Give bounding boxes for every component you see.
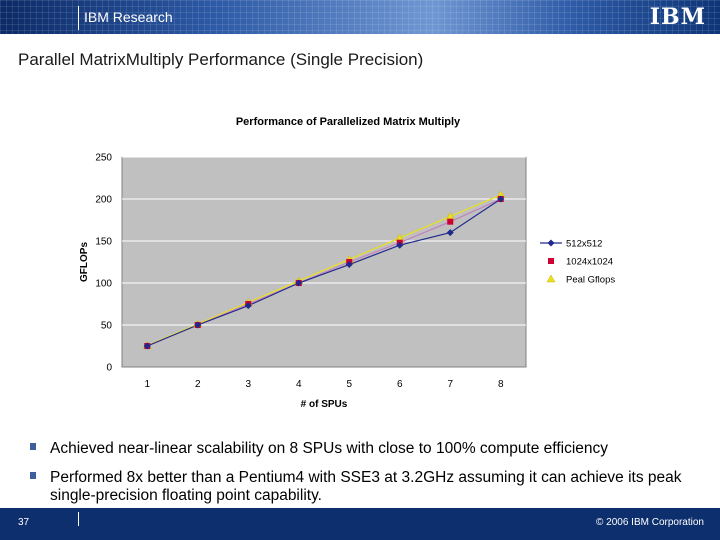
data-point-512x512-4 <box>295 279 303 287</box>
chart: Performance of Parallelized Matrix Multi… <box>79 116 615 410</box>
y-tick-label: 50 <box>101 321 113 332</box>
footer-separator <box>78 512 79 526</box>
ibm-logo: IBM <box>649 4 706 30</box>
x-axis-label: # of SPUs <box>301 399 348 410</box>
slide-title: Parallel MatrixMultiply Performance (Sin… <box>18 50 424 69</box>
data-point-1024x1024-7 <box>447 218 454 225</box>
header-title: IBM Research <box>84 9 173 25</box>
x-tick-label: 2 <box>195 379 201 390</box>
series-lines <box>147 194 502 347</box>
legend-label: Peal Gflops <box>566 275 615 286</box>
y-tick-label: 200 <box>95 195 112 206</box>
page-number: 37 <box>18 517 30 528</box>
gridlines <box>122 156 526 326</box>
header-separator <box>78 6 79 30</box>
header-grid-pattern <box>0 0 720 34</box>
bullet-text: Achieved near-linear scalability on 8 SP… <box>50 440 608 457</box>
data-point-512x512-6 <box>396 241 404 249</box>
series-line-Peal Gflops <box>147 194 501 347</box>
y-tick-label: 100 <box>95 279 112 290</box>
data-point-512x512-3 <box>244 302 252 310</box>
legend-marker-1024x1024 <box>548 258 554 264</box>
data-point-512x512-5 <box>345 261 353 269</box>
x-tick-label: 6 <box>397 379 403 390</box>
footer-bar <box>0 508 720 540</box>
y-tick-label: 150 <box>95 237 112 248</box>
x-tick-label: 7 <box>447 379 453 390</box>
data-point-512x512-2 <box>194 321 202 329</box>
legend-marker-512x512 <box>547 239 555 247</box>
y-tick-label: 0 <box>106 363 112 374</box>
x-tick-label: 3 <box>245 379 251 390</box>
data-point-512x512-1 <box>143 342 151 350</box>
y-axis-label: GFLOPs <box>79 242 90 282</box>
header-bar: IBM Research IBM <box>0 0 720 34</box>
legend: 512x512 1024x1024 Peal Gflops <box>540 239 615 286</box>
legend-marker-Peal Gflops <box>546 274 556 283</box>
y-tick-labels: 0 50 100 150 200 250 <box>95 153 112 374</box>
y-tick-label: 250 <box>95 153 112 164</box>
data-point-512x512-8 <box>497 195 505 203</box>
data-point-512x512-7 <box>446 229 454 237</box>
legend-label: 1024x1024 <box>566 257 613 268</box>
bullet-text: Performed 8x better than a Pentium4 with… <box>50 469 682 504</box>
bullet-square-icon <box>30 443 36 450</box>
plot-area <box>121 156 527 368</box>
chart-title: Performance of Parallelized Matrix Multi… <box>236 116 461 128</box>
series-markers <box>142 190 506 350</box>
bullet-square-icon <box>30 472 36 479</box>
x-tick-label: 4 <box>296 379 302 390</box>
x-tick-label: 1 <box>144 379 150 390</box>
x-tick-label: 5 <box>346 379 352 390</box>
legend-label: 512x512 <box>566 239 602 250</box>
copyright: © 2006 IBM Corporation <box>596 517 704 528</box>
x-tick-labels: 1 2 3 4 5 6 7 8 <box>144 379 504 390</box>
x-tick-label: 8 <box>498 379 504 390</box>
series-line-512x512 <box>147 198 502 347</box>
